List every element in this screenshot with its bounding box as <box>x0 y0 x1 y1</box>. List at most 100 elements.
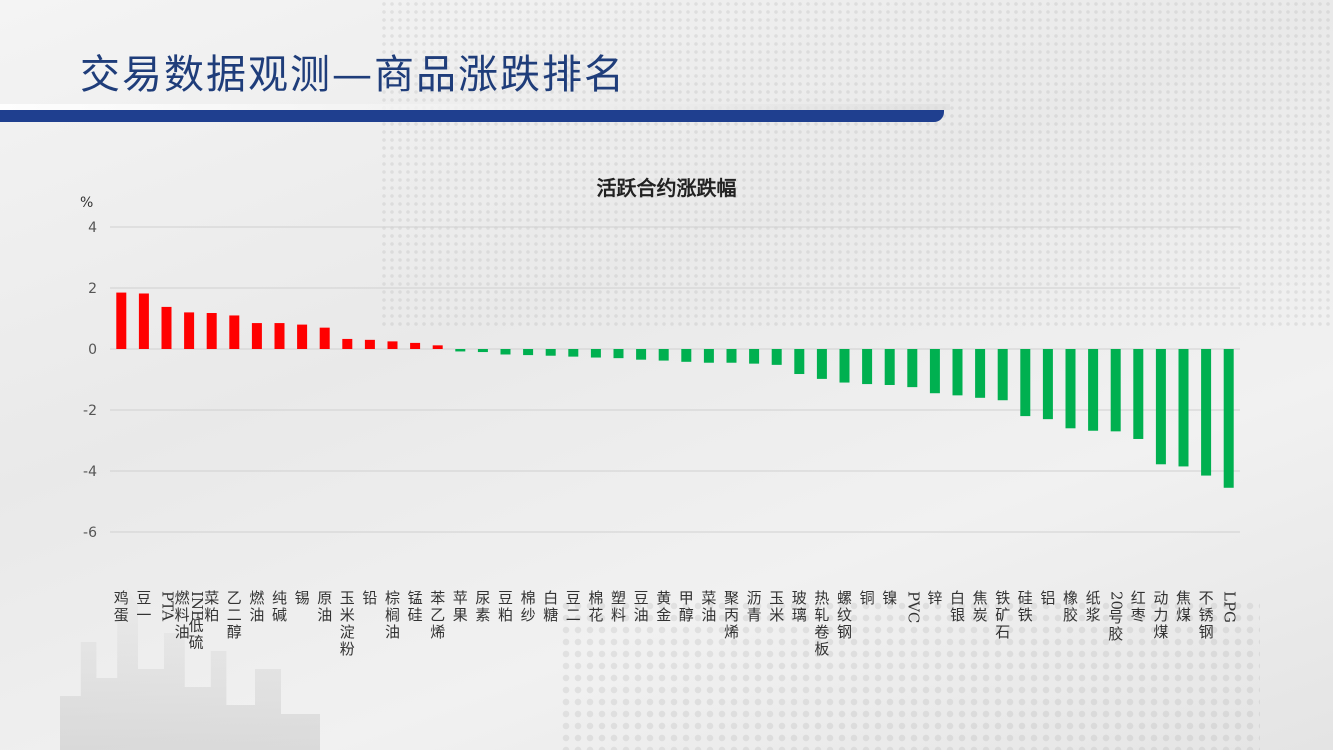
x-category-glyph: 号 <box>1108 608 1123 626</box>
x-category-glyph: 锌 <box>927 589 942 607</box>
y-tick-label: -2 <box>83 403 97 419</box>
bar-铅 <box>364 339 375 349</box>
x-category-glyph: INE <box>188 591 206 621</box>
x-category-label: 铝 <box>1040 589 1055 607</box>
bar-聚丙烯 <box>726 349 737 363</box>
x-category-label: 菜油 <box>701 589 716 624</box>
bar-塑料 <box>613 349 624 359</box>
x-category-label: 铜 <box>860 589 875 607</box>
x-category-glyph: 红 <box>1131 589 1146 607</box>
x-category-label: 铅 <box>362 589 377 607</box>
x-category-label: LPG <box>1221 591 1239 623</box>
x-category-glyph: 钢 <box>837 623 852 641</box>
x-category-label: 纸浆 <box>1086 589 1101 624</box>
x-category-glyph: 铜 <box>860 589 875 607</box>
x-category-glyph: 铅 <box>362 589 377 607</box>
x-category-glyph: 碱 <box>272 606 287 624</box>
x-category-glyph: 糖 <box>543 606 558 624</box>
x-category-label: 甲醇 <box>679 589 694 624</box>
x-category-glyph: 螺 <box>837 589 852 607</box>
x-category-glyph: 塑 <box>611 589 626 607</box>
x-category-glyph: 石 <box>995 623 1010 641</box>
y-tick-label: -4 <box>83 464 97 480</box>
x-category-glyph: 油 <box>317 606 332 624</box>
x-category-glyph: 纸 <box>1086 589 1101 607</box>
x-category-label: PTA <box>159 591 177 621</box>
x-category-glyph: 苹 <box>453 589 468 607</box>
x-category-glyph: 20 <box>1108 591 1126 610</box>
x-category-label: 动力煤 <box>1153 589 1168 641</box>
gridlines <box>110 226 1240 533</box>
x-category-glyph: 纱 <box>521 606 536 624</box>
x-category-glyph: 卷 <box>814 623 829 641</box>
x-category-glyph: 力 <box>1153 606 1168 624</box>
x-category-label: 原油 <box>317 589 332 624</box>
x-category-glyph: 白 <box>543 589 558 607</box>
x-category-glyph: 炭 <box>973 606 988 624</box>
x-category-glyph: 玻 <box>792 589 807 607</box>
x-category-glyph: 橡 <box>1063 589 1078 607</box>
x-category-glyph: 素 <box>475 606 490 624</box>
x-category-glyph: 一 <box>136 606 151 624</box>
bar-铝 <box>1042 349 1053 420</box>
x-category-label: 锌 <box>927 589 942 607</box>
bar-玻璃 <box>794 349 805 375</box>
y-axis-unit-label: % <box>80 195 93 211</box>
x-category-glyph: 菜 <box>204 589 219 607</box>
x-category-glyph: 纹 <box>837 606 852 624</box>
x-category-glyph: 豆 <box>634 589 649 607</box>
x-category-glyph: 不 <box>1199 589 1214 607</box>
bar-豆二 <box>568 349 579 357</box>
x-category-label: 红枣 <box>1131 589 1146 624</box>
x-category-glyph: 油 <box>175 623 190 641</box>
bar-苯乙烯 <box>432 345 443 349</box>
x-category-glyph: 粕 <box>204 606 219 624</box>
x-category-glyph: 白 <box>950 589 965 607</box>
x-category-label: 白糖 <box>543 589 558 624</box>
bar-焦煤 <box>1178 349 1189 467</box>
x-category-glyph: 硅 <box>1018 589 1033 607</box>
x-category-glyph: 米 <box>340 606 355 624</box>
x-category-glyph: 醇 <box>679 606 694 624</box>
x-category-glyph: 矿 <box>995 606 1010 624</box>
bar-橡胶 <box>1065 349 1076 429</box>
bar-20号胶 <box>1110 349 1121 432</box>
x-category-glyph: 玉 <box>769 589 784 607</box>
x-category-label: 焦炭 <box>973 589 988 624</box>
x-category-glyph: 丙 <box>724 606 739 624</box>
x-category-glyph: 银 <box>950 606 965 624</box>
y-tick-label: 4 <box>88 220 97 236</box>
x-category-label: 豆二 <box>566 589 581 624</box>
x-category-glyph: 燃 <box>249 589 264 607</box>
dot-pattern-background <box>560 600 1260 750</box>
x-category-glyph: 焦 <box>1176 589 1191 607</box>
bars <box>116 292 1234 488</box>
x-category-label: 锡 <box>295 589 310 607</box>
bar-INE低硫燃料油 <box>184 312 195 349</box>
x-category-glyph: 果 <box>453 606 468 624</box>
bar-甲醇 <box>681 349 692 362</box>
x-category-label: 黄金 <box>656 589 671 624</box>
x-category-glyph: 燃 <box>175 589 190 607</box>
x-category-glyph: 油 <box>385 623 400 641</box>
x-category-glyph: 热 <box>814 589 829 607</box>
x-category-glyph: 胶 <box>1063 606 1078 624</box>
bar-动力煤 <box>1155 349 1166 465</box>
x-category-glyph: 棉 <box>588 589 603 607</box>
bar-尿素 <box>477 349 488 353</box>
x-category-glyph: 纯 <box>272 589 287 607</box>
bar-铜 <box>862 349 873 385</box>
x-category-glyph: LPG <box>1221 591 1239 623</box>
x-category-label: 豆一 <box>136 589 151 624</box>
chart-title: 活跃合约涨跌幅 <box>596 176 737 200</box>
x-category-glyph: 二 <box>566 606 581 624</box>
x-category-glyph: 醇 <box>227 623 242 641</box>
bar-燃油 <box>251 323 262 349</box>
world-map-background <box>380 0 1333 330</box>
bar-硅铁 <box>1020 349 1031 417</box>
x-category-glyph: 锰 <box>408 589 423 607</box>
